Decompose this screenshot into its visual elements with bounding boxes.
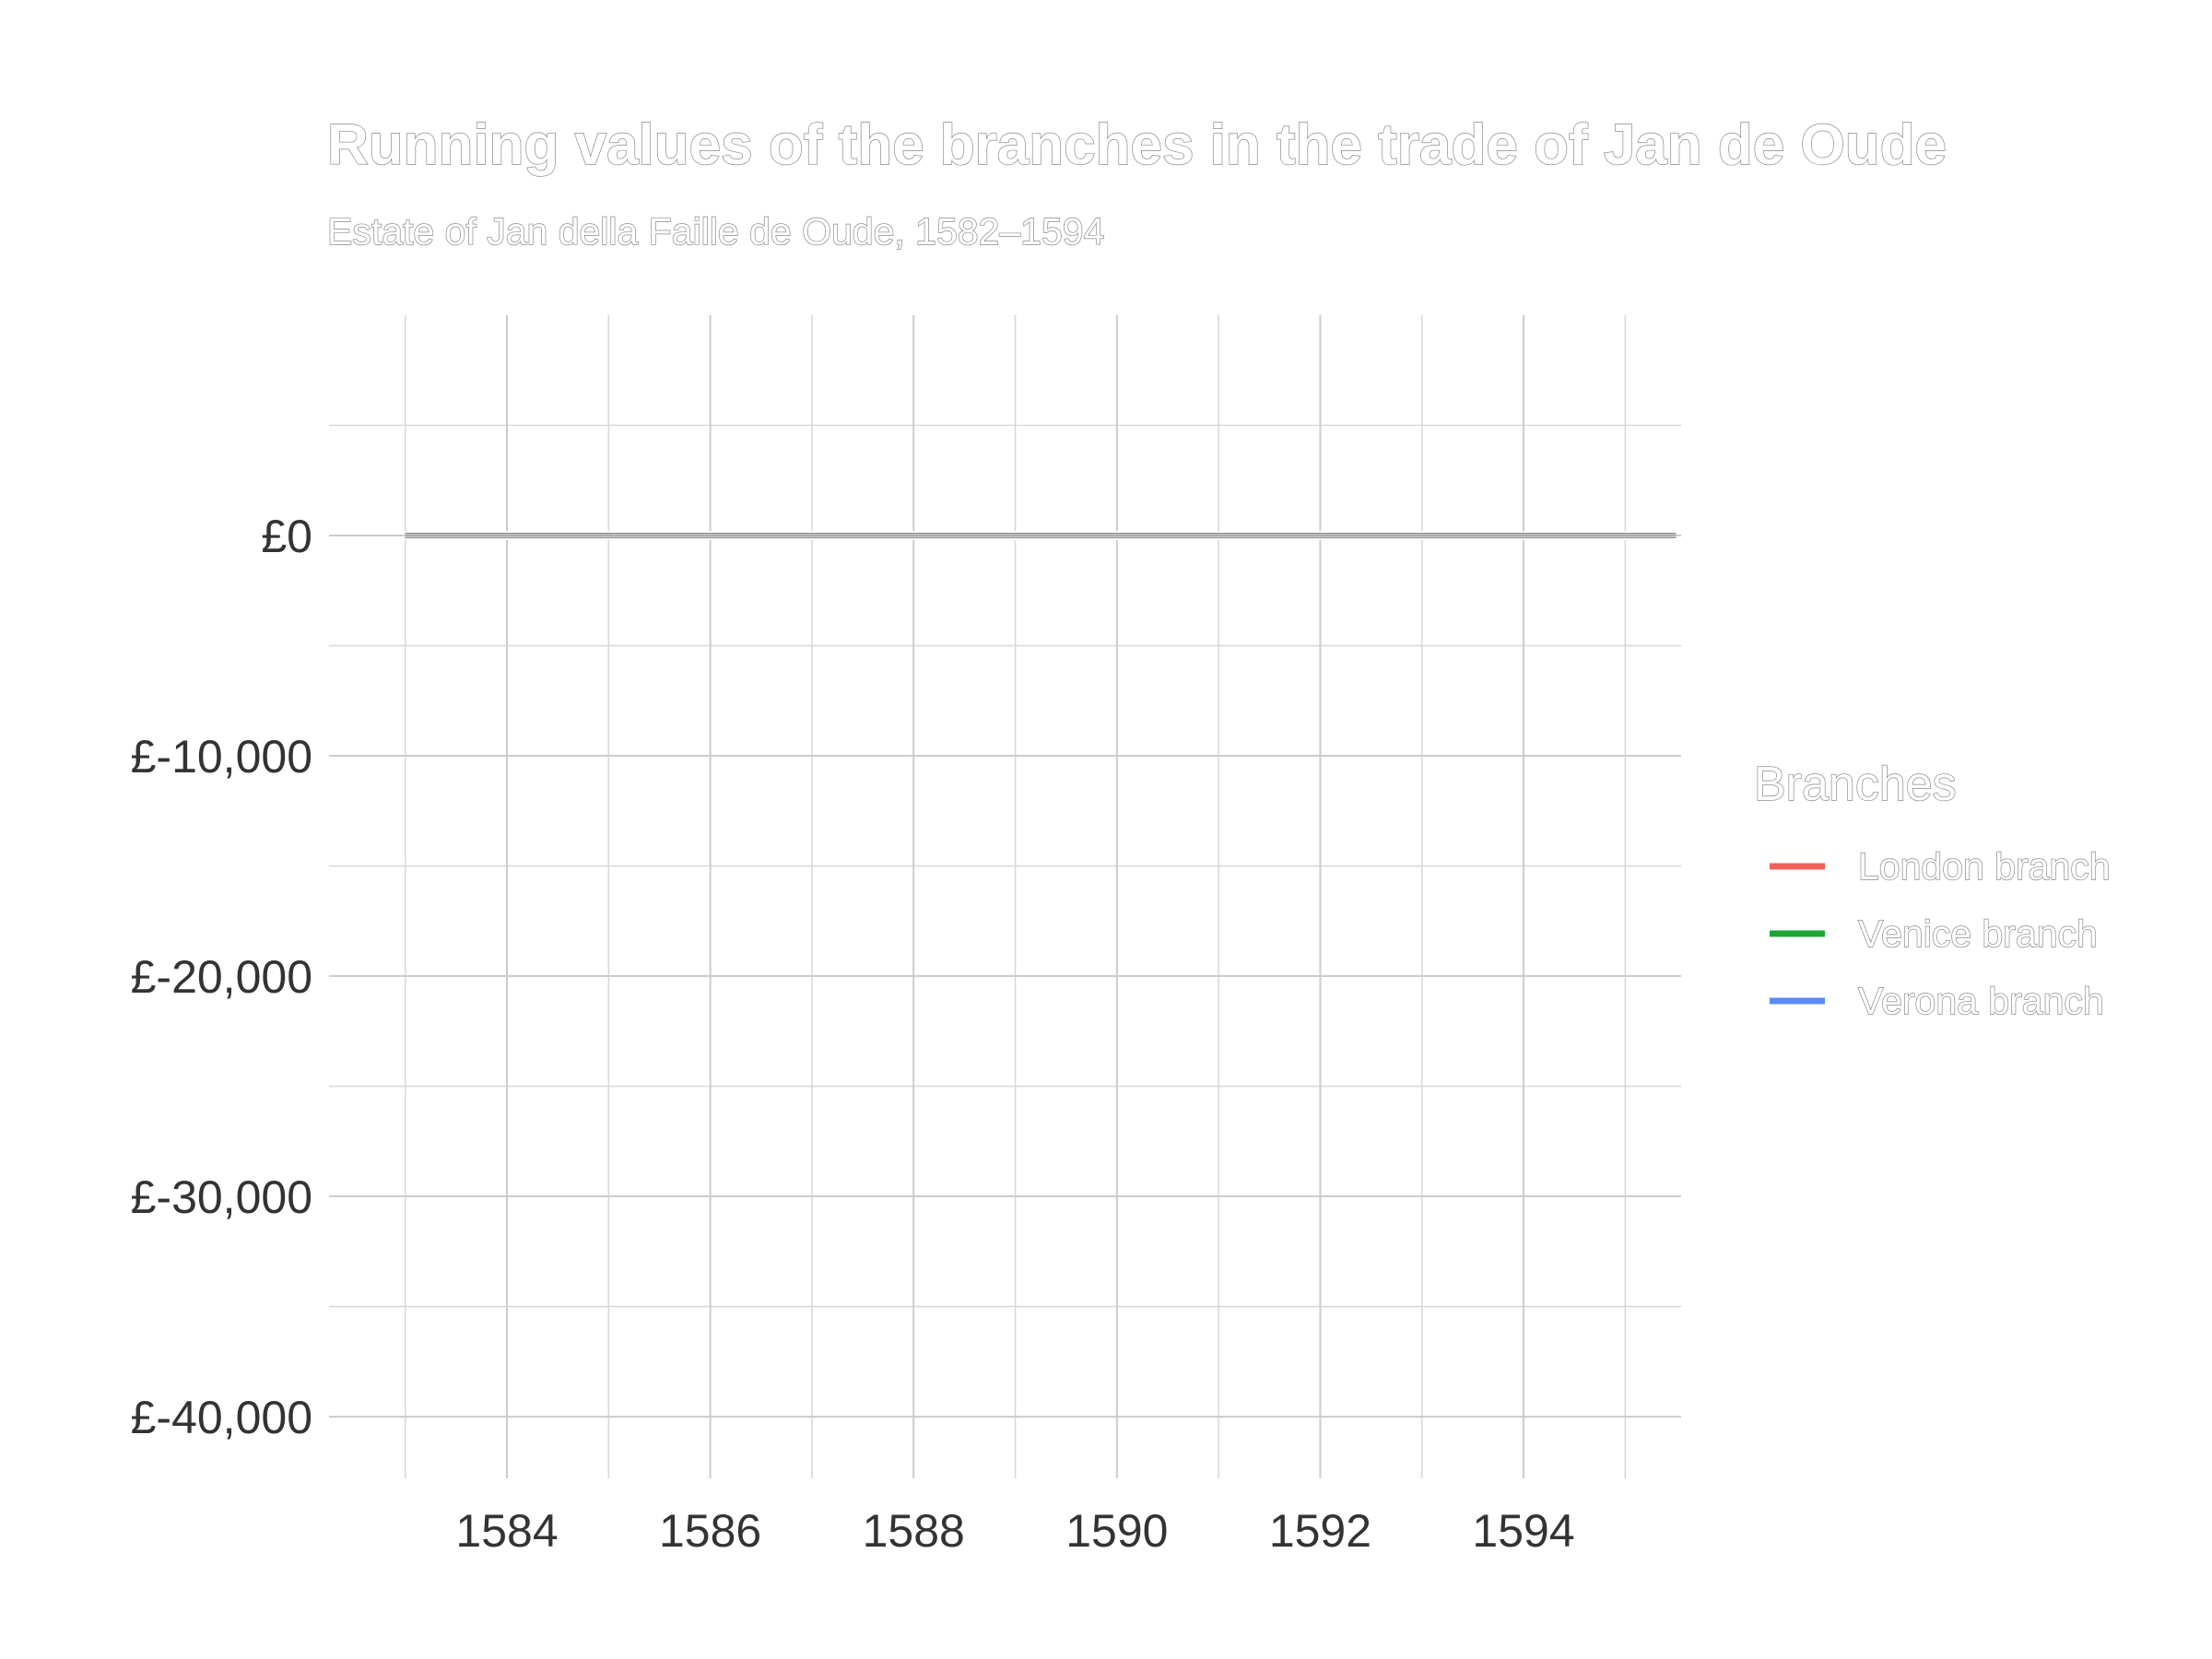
legend-label-london-branch: London branch xyxy=(1858,845,2111,888)
series-lines xyxy=(405,531,1677,540)
legend-label-venice-branch: Venice branch xyxy=(1858,912,2098,955)
x-axis-tick-labels: 1584 1586 1588 1590 1592 1594 xyxy=(455,1505,1574,1557)
x-tick-label: 1586 xyxy=(659,1505,761,1557)
legend-title: Branches xyxy=(1754,758,1957,811)
x-tick-label: 1592 xyxy=(1269,1505,1371,1557)
chart-title: Running values of the branches in the tr… xyxy=(327,113,1947,177)
y-tick-label: £-30,000 xyxy=(131,1171,312,1223)
x-tick-label: 1590 xyxy=(1065,1505,1168,1557)
y-tick-label: £-20,000 xyxy=(131,951,312,1003)
x-tick-label: 1584 xyxy=(455,1505,558,1557)
x-tick-label: 1588 xyxy=(863,1505,965,1557)
chart-subtitle: Estate of Jan della Faille de Oude, 1582… xyxy=(327,210,1104,253)
x-tick-label: 1594 xyxy=(1472,1505,1574,1557)
y-axis-tick-labels: £0 £-10,000 £-20,000 £-30,000 £-40,000 xyxy=(131,511,312,1443)
y-tick-label: £-40,000 xyxy=(131,1392,312,1443)
legend: Branches London branch Venice branch Veron… xyxy=(1753,757,2111,1023)
grid-minor-lines xyxy=(329,315,1681,1478)
legend-items: London branch Venice branch Verona branch xyxy=(1770,844,2111,1023)
y-tick-label: £0 xyxy=(261,511,312,562)
legend-label-verona-branch: Verona branch xyxy=(1858,980,2104,1022)
grid-major-lines xyxy=(329,315,1681,1478)
y-tick-label: £-10,000 xyxy=(131,731,312,782)
